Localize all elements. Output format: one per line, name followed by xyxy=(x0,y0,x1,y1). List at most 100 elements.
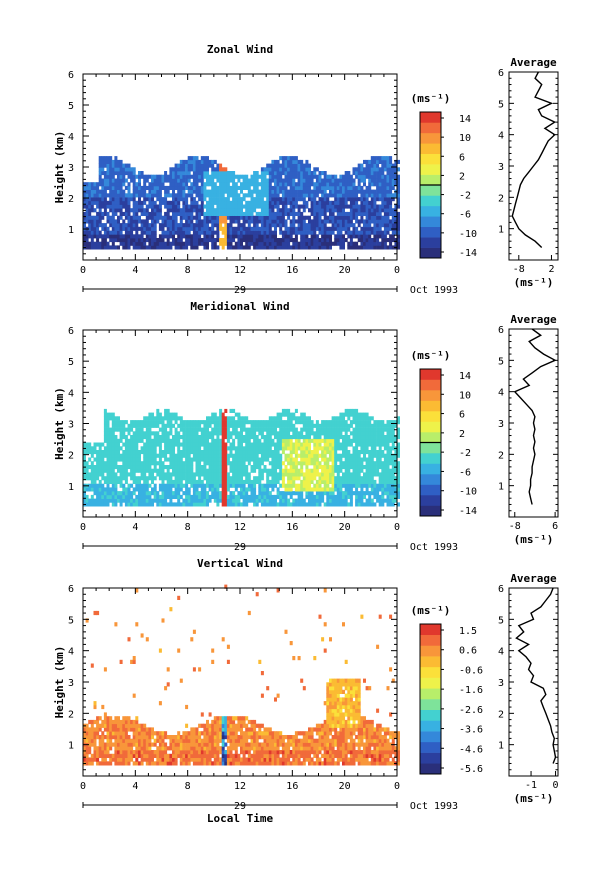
heatmap-cell xyxy=(324,197,327,201)
heatmap-cell xyxy=(180,182,183,186)
heatmap-cell xyxy=(138,242,141,246)
heatmap-cell xyxy=(261,443,264,447)
heatmap-cell xyxy=(227,190,230,194)
heatmap-cell xyxy=(230,476,233,480)
heatmap-cell xyxy=(345,428,348,432)
heatmap-cell xyxy=(363,238,366,242)
heatmap-cell xyxy=(313,171,316,175)
heatmap-cell xyxy=(379,160,382,164)
heatmap-cell xyxy=(94,190,97,194)
heatmap-cell xyxy=(143,197,146,201)
heatmap-cell xyxy=(321,491,324,495)
heatmap-cell xyxy=(264,234,267,238)
heatmap-cell xyxy=(109,234,112,238)
heatmap-cell xyxy=(227,223,230,227)
heatmap-cell xyxy=(271,458,274,462)
heatmap-cell xyxy=(180,487,183,491)
heatmap-cell xyxy=(308,223,311,227)
heatmap-cell xyxy=(235,495,238,499)
heatmap-cell xyxy=(159,413,162,417)
heatmap-cell xyxy=(203,424,206,428)
heatmap-cell xyxy=(271,231,274,235)
heatmap-cell xyxy=(94,197,97,201)
heatmap-cell xyxy=(282,208,285,212)
heatmap-cell xyxy=(269,231,272,235)
heatmap-cell xyxy=(206,216,209,220)
heatmap-cell xyxy=(324,212,327,216)
heatmap-cell xyxy=(224,443,227,447)
heatmap-cell xyxy=(384,197,387,201)
heatmap-cell xyxy=(363,208,366,212)
heatmap-cell xyxy=(277,439,280,443)
heatmap-cell xyxy=(138,171,141,175)
heatmap-cell xyxy=(277,238,280,242)
heatmap-cell xyxy=(167,472,170,476)
heatmap-cell xyxy=(91,446,94,450)
heatmap-cell xyxy=(313,197,316,201)
heatmap-cell xyxy=(135,424,138,428)
heatmap-cell xyxy=(305,242,308,246)
heatmap-cell xyxy=(193,435,196,439)
heatmap-cell xyxy=(274,227,277,231)
heatmap-cell xyxy=(177,197,180,201)
heatmap-cell xyxy=(266,167,269,171)
heatmap-cell xyxy=(159,212,162,216)
heatmap-cell xyxy=(188,227,191,231)
heatmap-cell xyxy=(112,193,115,197)
heatmap-cell xyxy=(274,182,277,186)
heatmap-cell xyxy=(235,231,238,235)
heatmap-cell xyxy=(324,476,327,480)
heatmap-cell xyxy=(172,439,175,443)
heatmap-cell xyxy=(240,502,243,506)
heatmap-cell xyxy=(368,227,371,231)
heatmap-cell xyxy=(185,454,188,458)
heatmap-cell xyxy=(285,160,288,164)
heatmap-cell xyxy=(117,454,120,458)
heatmap-cell xyxy=(329,446,332,450)
heatmap-cell xyxy=(156,502,159,506)
heatmap-cell xyxy=(271,424,274,428)
heatmap-cell xyxy=(104,205,107,209)
profile-y-tick-label: 4 xyxy=(498,131,504,142)
heatmap-cell xyxy=(316,450,319,454)
heatmap-cell xyxy=(135,238,138,242)
heatmap-cell xyxy=(99,216,102,220)
heatmap-cell xyxy=(120,223,123,227)
heatmap-cell xyxy=(313,182,316,186)
heatmap-cell xyxy=(143,431,146,435)
heatmap-cell xyxy=(185,216,188,220)
heatmap-cell xyxy=(376,495,379,499)
heatmap-cell xyxy=(188,190,191,194)
heatmap-cell xyxy=(300,223,303,227)
heatmap-cell xyxy=(99,454,102,458)
heatmap-cell xyxy=(227,472,230,476)
heatmap-cell xyxy=(321,245,324,249)
heatmap-cell xyxy=(107,484,110,488)
heatmap-cell xyxy=(305,443,308,447)
heatmap-cell xyxy=(112,212,115,216)
heatmap-cell xyxy=(232,205,235,209)
heatmap-cell xyxy=(353,428,356,432)
colorbar-swatch xyxy=(420,227,441,238)
heatmap-cell xyxy=(326,487,329,491)
heatmap-cell xyxy=(185,193,188,197)
heatmap-cell xyxy=(177,164,180,168)
heatmap-cell xyxy=(135,454,138,458)
heatmap-cell xyxy=(227,186,230,190)
heatmap-cell xyxy=(337,223,340,227)
heatmap-cell xyxy=(305,480,308,484)
heatmap-cell xyxy=(326,216,329,220)
heatmap-cell xyxy=(230,216,233,220)
heatmap-cell xyxy=(128,439,131,443)
heatmap-cell xyxy=(133,234,136,238)
heatmap-cell xyxy=(311,424,314,428)
heatmap-cell xyxy=(360,193,363,197)
heatmap-cell xyxy=(175,242,178,246)
heatmap-cell xyxy=(130,216,133,220)
heatmap-cell xyxy=(182,446,185,450)
heatmap-cell xyxy=(104,424,107,428)
heatmap-cell xyxy=(303,480,306,484)
heatmap-cell xyxy=(237,431,240,435)
heatmap-cell xyxy=(193,205,196,209)
profile-x-tick-label: -8 xyxy=(513,264,525,275)
